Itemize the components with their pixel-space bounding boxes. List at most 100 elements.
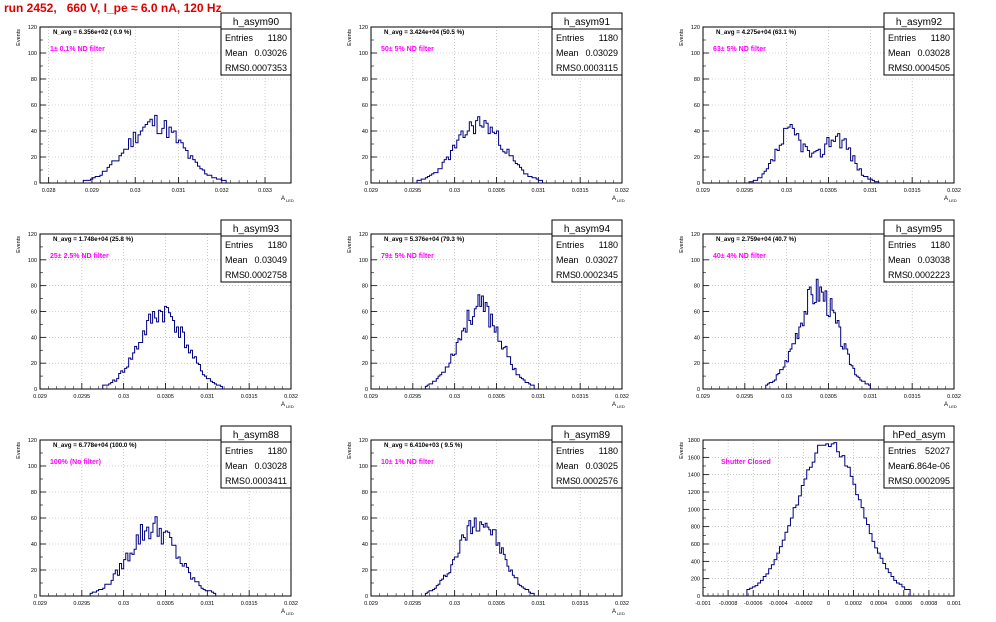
filter-label: 63± 5% ND filter [713, 46, 766, 53]
x-tick-label: 0.032 [615, 394, 629, 400]
x-tick-label: 0.0305 [488, 188, 505, 194]
x-tick-label: 0.029 [696, 188, 710, 194]
stat-value-mean: 0.03029 [585, 48, 618, 58]
y-axis-title: Events [679, 442, 685, 459]
x-tick-label: 0.0315 [572, 188, 589, 194]
histogram-line [82, 114, 227, 183]
x-tick-label: 0.032 [947, 188, 961, 194]
histogram-pad-h_asym94: 0 20 40 60 80 100 120 0.029 0.0295 0.03 0.0305 0.03… [347, 219, 629, 409]
y-tick-label: 200 [691, 577, 700, 583]
y-tick-label: 120 [359, 232, 368, 238]
stat-value-rms: 0.0003115 [576, 63, 618, 73]
x-tick-label: 0.031 [863, 188, 877, 194]
x-tick-label: 0.0295 [73, 601, 90, 607]
stat-label-entries: Entries [888, 446, 917, 456]
stats-box: h_asym95 Entries 1180 Mean 0.03038 RMS 0.00022… [883, 219, 955, 283]
y-tick-label: 80 [31, 284, 37, 290]
filter-label: 79± 5% ND filter [381, 253, 434, 260]
x-tick-label: 0.0305 [820, 394, 837, 400]
stat-value-entries: 1180 [599, 33, 618, 43]
x-axis-title-sub: LED [617, 404, 625, 409]
stat-value-rms: 0.0002576 [575, 476, 618, 486]
stat-label-mean: Mean [888, 461, 911, 471]
stat-label-rms: RMS [225, 476, 245, 486]
histogram-line [765, 278, 871, 389]
x-tick-label: 0.0315 [241, 601, 258, 607]
histogram-pad-h_asym88: 0 20 40 60 80 100 120 0.029 0.0295 0.03 0.0305 0.03… [16, 425, 298, 616]
x-tick-label: -0.001 [695, 601, 711, 607]
x-tick-label: 0.0295 [404, 188, 421, 194]
x-tick-label: 0.0305 [488, 601, 505, 607]
x-tick-label: 0.03 [449, 601, 460, 607]
x-tick-label: 0.03 [781, 394, 792, 400]
x-tick-label: 0.0305 [820, 188, 837, 194]
stat-value-entries: 1180 [931, 240, 950, 250]
histogram-name: h_asym91 [564, 17, 611, 28]
y-tick-label: 400 [691, 559, 700, 565]
x-tick-label: 0.031 [200, 601, 214, 607]
y-tick-label: 60 [362, 103, 368, 109]
y-tick-label: 0 [697, 387, 700, 393]
y-tick-label: 1600 [688, 455, 700, 461]
y-tick-label: 80 [31, 490, 37, 496]
y-tick-label: 60 [694, 310, 700, 316]
histogram-name: h_asym93 [233, 224, 280, 235]
x-tick-label: 0.0008 [920, 601, 937, 607]
y-tick-label: 1400 [688, 473, 700, 479]
x-tick-label: 0.032 [284, 601, 298, 607]
x-tick-label: -0.0008 [719, 601, 738, 607]
y-tick-label: 40 [362, 335, 368, 341]
navg-label: N_avg = 6.778e+04 (100.0 %) [53, 442, 137, 449]
x-tick-label: 0.03 [449, 394, 460, 400]
y-tick-label: 100 [691, 258, 700, 264]
stat-label-entries: Entries [556, 33, 585, 43]
stat-value-entries: 1180 [268, 240, 287, 250]
stat-value-rms: 0.0007353 [244, 63, 287, 73]
x-tick-label: -0.0002 [794, 601, 813, 607]
filter-label: 40± 4% ND filter [713, 253, 766, 260]
y-tick-label: 1000 [688, 507, 700, 513]
y-tick-label: 40 [362, 542, 368, 548]
x-axis-title-sub: LED [286, 198, 294, 203]
y-tick-label: 20 [31, 155, 37, 161]
histogram-pad-h_asym89: 0 20 40 60 80 100 120 0.029 0.0295 0.03 0.0305 0.03… [347, 425, 629, 616]
stat-value-rms: 0.0002758 [244, 270, 287, 280]
stat-value-entries: 1180 [599, 240, 618, 250]
stat-value-entries: 52027 [925, 446, 950, 456]
x-tick-label: 0.031 [531, 188, 545, 194]
y-tick-label: 0 [697, 181, 700, 187]
y-tick-label: 20 [31, 568, 37, 574]
stats-box-frame [551, 219, 623, 283]
filter-label: 1± 0.1% ND filter [50, 46, 105, 53]
filter-label: Shutter Closed [721, 459, 771, 466]
y-tick-label: 60 [31, 310, 37, 316]
y-tick-label: 20 [694, 155, 700, 161]
navg-label: N_avg = 2.759e+04 (40.7 %) [716, 236, 796, 243]
x-tick-label: 0.031 [531, 601, 545, 607]
y-tick-label: 80 [362, 490, 368, 496]
x-tick-label: 0.032 [615, 601, 629, 607]
y-tick-label: 120 [691, 25, 700, 31]
histogram-line [102, 305, 223, 389]
x-axis-title: A [612, 609, 616, 615]
x-tick-label: 0.03 [118, 394, 129, 400]
stat-label-mean: Mean [556, 255, 579, 265]
y-tick-label: 80 [694, 77, 700, 83]
y-tick-label: 1200 [688, 490, 700, 496]
x-tick-label: 0.0315 [241, 394, 258, 400]
y-tick-label: 40 [694, 335, 700, 341]
stat-label-rms: RMS [888, 63, 908, 73]
stat-label-rms: RMS [556, 476, 576, 486]
y-tick-label: 0 [34, 181, 37, 187]
histogram-pad-h_asym90: 0 20 40 60 80 100 120 0.028 0.029 0.03 0.031 0.032 0… [16, 12, 294, 203]
x-tick-label: 0.03 [118, 601, 129, 607]
y-tick-label: 40 [31, 129, 37, 135]
x-tick-label: 0.031 [863, 394, 877, 400]
stat-value-rms: 0.0003411 [245, 476, 287, 486]
x-tick-label: 0.029 [364, 601, 378, 607]
x-tick-label: -0.0006 [744, 601, 763, 607]
stat-label-mean: Mean [225, 255, 248, 265]
histogram-pad-h_asym91: 0 20 40 60 80 100 120 0.029 0.0295 0.03 0.0305 0.03… [347, 12, 629, 203]
x-tick-label: 0.03 [449, 188, 460, 194]
